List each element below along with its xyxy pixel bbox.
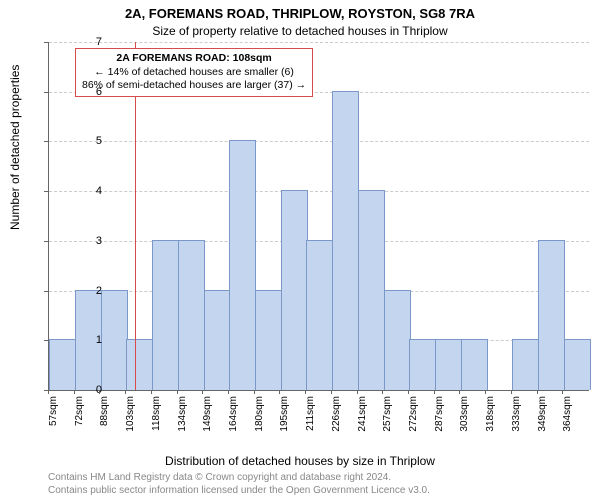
- x-tick-label: 103sqm: [125, 396, 136, 436]
- x-tick-label: 272sqm: [408, 396, 419, 436]
- x-tick: [99, 390, 100, 394]
- y-tick-label: 3: [52, 235, 102, 247]
- x-tick-label: 211sqm: [305, 396, 316, 436]
- x-tick: [357, 390, 358, 394]
- x-tick: [48, 390, 49, 394]
- histogram-bar: [435, 339, 462, 390]
- x-tick: [279, 390, 280, 394]
- histogram-bar: [49, 339, 76, 390]
- x-tick-label: 257sqm: [382, 396, 393, 436]
- x-tick-label: 241sqm: [357, 396, 368, 436]
- x-tick-label: 318sqm: [485, 396, 496, 436]
- x-tick: [254, 390, 255, 394]
- x-tick: [305, 390, 306, 394]
- x-tick: [408, 390, 409, 394]
- x-tick: [485, 390, 486, 394]
- histogram-bar: [564, 339, 591, 390]
- x-tick-label: 57sqm: [48, 396, 59, 436]
- x-tick-label: 88sqm: [99, 396, 110, 436]
- x-tick: [537, 390, 538, 394]
- x-tick-label: 134sqm: [177, 396, 188, 436]
- chart-container: 2A, FOREMANS ROAD, THRIPLOW, ROYSTON, SG…: [0, 0, 600, 500]
- y-tick: [44, 42, 48, 43]
- histogram-bar: [152, 240, 179, 390]
- x-tick-label: 287sqm: [434, 396, 445, 436]
- x-axis-label: Distribution of detached houses by size …: [0, 454, 600, 468]
- y-tick-label: 1: [52, 334, 102, 346]
- x-tick-label: 164sqm: [228, 396, 239, 436]
- x-tick: [125, 390, 126, 394]
- annotation-box: 2A FOREMANS ROAD: 108sqm← 14% of detache…: [75, 48, 313, 97]
- histogram-bar: [306, 240, 333, 390]
- y-tick-label: 2: [52, 285, 102, 297]
- y-tick: [44, 92, 48, 93]
- chart-title-main: 2A, FOREMANS ROAD, THRIPLOW, ROYSTON, SG…: [0, 6, 600, 21]
- annotation-line3: 86% of semi-detached houses are larger (…: [82, 79, 306, 93]
- x-tick-label: 349sqm: [537, 396, 548, 436]
- histogram-bar: [229, 140, 256, 390]
- plot-area: 2A FOREMANS ROAD: 108sqm← 14% of detache…: [48, 42, 589, 391]
- gridline: [49, 42, 589, 43]
- x-tick: [151, 390, 152, 394]
- x-tick-label: 180sqm: [254, 396, 265, 436]
- histogram-bar: [358, 190, 385, 390]
- x-tick-label: 303sqm: [459, 396, 470, 436]
- y-tick-label: 0: [52, 384, 102, 396]
- gridline: [49, 191, 589, 192]
- annotation-title: 2A FOREMANS ROAD: 108sqm: [82, 52, 306, 66]
- y-tick-label: 7: [52, 36, 102, 48]
- x-tick-label: 72sqm: [74, 396, 85, 436]
- disclaimer-line2: Contains public sector information licen…: [48, 485, 430, 498]
- x-tick: [511, 390, 512, 394]
- x-tick: [434, 390, 435, 394]
- y-axis-label: Number of detached properties: [8, 65, 22, 230]
- x-tick: [382, 390, 383, 394]
- x-tick: [331, 390, 332, 394]
- histogram-bar: [255, 290, 282, 390]
- x-tick: [562, 390, 563, 394]
- histogram-bar: [178, 240, 205, 390]
- histogram-bar: [384, 290, 411, 390]
- y-tick: [44, 141, 48, 142]
- y-tick: [44, 340, 48, 341]
- x-tick: [74, 390, 75, 394]
- y-tick: [44, 291, 48, 292]
- y-tick-label: 6: [52, 86, 102, 98]
- y-tick-label: 5: [52, 135, 102, 147]
- x-tick: [177, 390, 178, 394]
- y-tick: [44, 241, 48, 242]
- histogram-bar: [101, 290, 128, 390]
- x-tick: [459, 390, 460, 394]
- histogram-bar: [461, 339, 488, 390]
- x-tick-label: 364sqm: [562, 396, 573, 436]
- x-tick-label: 333sqm: [511, 396, 522, 436]
- histogram-bar: [281, 190, 308, 390]
- disclaimer-line1: Contains HM Land Registry data © Crown c…: [48, 472, 430, 485]
- y-tick: [44, 191, 48, 192]
- histogram-bar: [332, 91, 359, 390]
- x-tick: [202, 390, 203, 394]
- histogram-bar: [538, 240, 565, 390]
- histogram-bar: [512, 339, 539, 390]
- gridline: [49, 141, 589, 142]
- histogram-bar: [409, 339, 436, 390]
- histogram-bar: [126, 339, 153, 390]
- disclaimer-text: Contains HM Land Registry data © Crown c…: [48, 472, 430, 497]
- x-tick-label: 118sqm: [151, 396, 162, 436]
- y-tick-label: 4: [52, 185, 102, 197]
- x-tick: [228, 390, 229, 394]
- x-tick-label: 149sqm: [202, 396, 213, 436]
- x-tick-label: 195sqm: [279, 396, 290, 436]
- histogram-bar: [204, 290, 231, 390]
- annotation-line2: ← 14% of detached houses are smaller (6): [82, 66, 306, 80]
- x-tick-label: 226sqm: [331, 396, 342, 436]
